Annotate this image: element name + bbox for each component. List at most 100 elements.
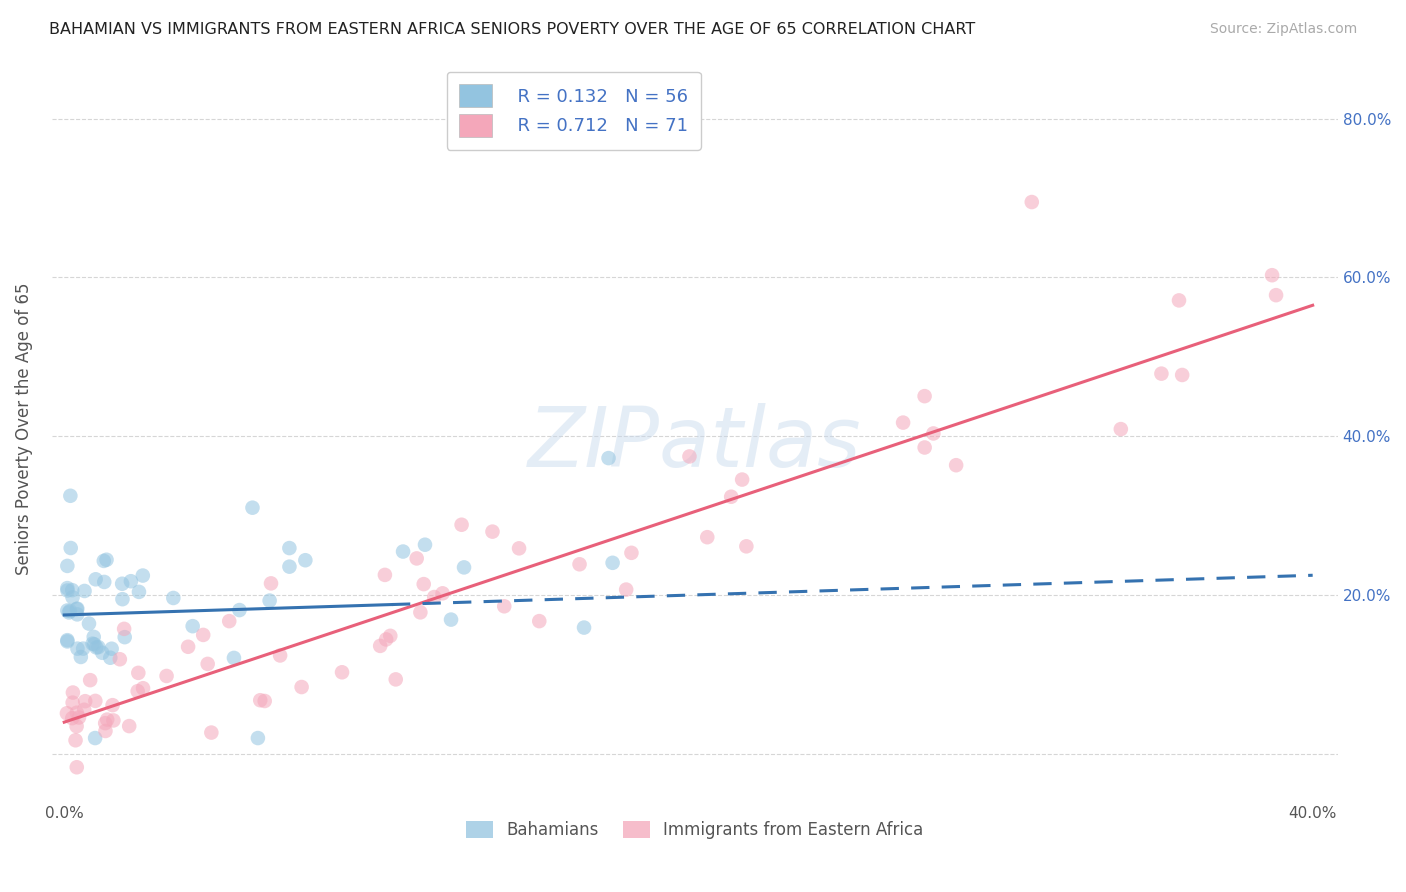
Point xyxy=(60,583,83,598)
Point xyxy=(193,628,215,642)
Point xyxy=(891,416,914,430)
Point xyxy=(65,733,87,747)
Point xyxy=(56,581,79,595)
Point xyxy=(86,640,108,655)
Point xyxy=(93,554,115,568)
Point xyxy=(60,711,83,725)
Point xyxy=(432,586,454,600)
Point xyxy=(481,524,503,539)
Point xyxy=(127,684,149,698)
Legend: Bahamians, Immigrants from Eastern Africa: Bahamians, Immigrants from Eastern Afric… xyxy=(460,814,931,846)
Point xyxy=(218,614,240,628)
Point xyxy=(94,716,117,731)
Point xyxy=(922,426,945,441)
Point xyxy=(69,649,91,664)
Y-axis label: Seniors Poverty Over the Age of 65: Seniors Poverty Over the Age of 65 xyxy=(15,282,32,574)
Point xyxy=(450,517,472,532)
Point xyxy=(568,558,591,572)
Point xyxy=(423,590,446,604)
Point xyxy=(66,641,89,656)
Point xyxy=(1261,268,1284,283)
Point xyxy=(914,441,936,455)
Point xyxy=(112,622,135,636)
Point xyxy=(392,544,415,558)
Text: Source: ZipAtlas.com: Source: ZipAtlas.com xyxy=(1209,22,1357,37)
Point xyxy=(155,669,177,683)
Point xyxy=(735,539,758,553)
Point xyxy=(291,680,314,694)
Point xyxy=(73,584,96,599)
Point xyxy=(1265,288,1288,302)
Point xyxy=(59,541,82,555)
Point xyxy=(508,541,530,556)
Point xyxy=(66,601,89,615)
Point xyxy=(62,591,84,605)
Point xyxy=(1168,293,1191,308)
Point xyxy=(197,657,219,671)
Point xyxy=(87,640,110,654)
Point xyxy=(132,568,155,582)
Point xyxy=(529,614,551,628)
Point xyxy=(66,706,89,720)
Point xyxy=(413,538,436,552)
Point xyxy=(59,604,82,618)
Point xyxy=(614,582,637,597)
Point xyxy=(380,629,402,643)
Point xyxy=(108,652,131,666)
Point xyxy=(128,585,150,599)
Text: ZIPatlas: ZIPatlas xyxy=(527,403,862,483)
Point xyxy=(731,473,754,487)
Point xyxy=(56,633,79,648)
Point xyxy=(120,574,142,589)
Point xyxy=(330,665,353,680)
Point xyxy=(278,541,301,555)
Point xyxy=(132,681,155,696)
Point xyxy=(945,458,967,473)
Point xyxy=(96,553,118,567)
Point xyxy=(96,713,118,727)
Point xyxy=(620,546,643,560)
Point xyxy=(56,603,79,617)
Point xyxy=(278,559,301,574)
Point xyxy=(83,630,105,644)
Point xyxy=(253,694,276,708)
Point xyxy=(572,621,595,635)
Point xyxy=(246,731,269,745)
Point xyxy=(405,551,427,566)
Point xyxy=(66,760,89,774)
Point xyxy=(1109,422,1132,436)
Point xyxy=(56,634,79,648)
Point xyxy=(598,451,620,466)
Point xyxy=(94,723,117,738)
Point xyxy=(83,637,105,651)
Point xyxy=(59,489,82,503)
Point xyxy=(181,619,204,633)
Point xyxy=(384,673,406,687)
Point xyxy=(177,640,200,654)
Point xyxy=(73,703,96,717)
Point xyxy=(260,576,283,591)
Point xyxy=(62,685,84,699)
Point xyxy=(56,583,79,598)
Point xyxy=(1171,368,1194,382)
Point xyxy=(375,632,398,647)
Point xyxy=(409,605,432,619)
Point xyxy=(79,673,101,688)
Point xyxy=(368,639,391,653)
Point xyxy=(93,574,115,589)
Point xyxy=(82,637,104,651)
Point xyxy=(440,613,463,627)
Point xyxy=(67,710,90,724)
Point xyxy=(374,568,396,582)
Point xyxy=(1021,195,1043,210)
Point xyxy=(111,576,134,591)
Point xyxy=(200,725,222,739)
Point xyxy=(412,577,434,591)
Point xyxy=(494,599,516,614)
Point xyxy=(66,602,89,616)
Point xyxy=(114,630,136,644)
Point xyxy=(1150,367,1173,381)
Point xyxy=(294,553,316,567)
Point xyxy=(269,648,291,663)
Point xyxy=(101,698,124,713)
